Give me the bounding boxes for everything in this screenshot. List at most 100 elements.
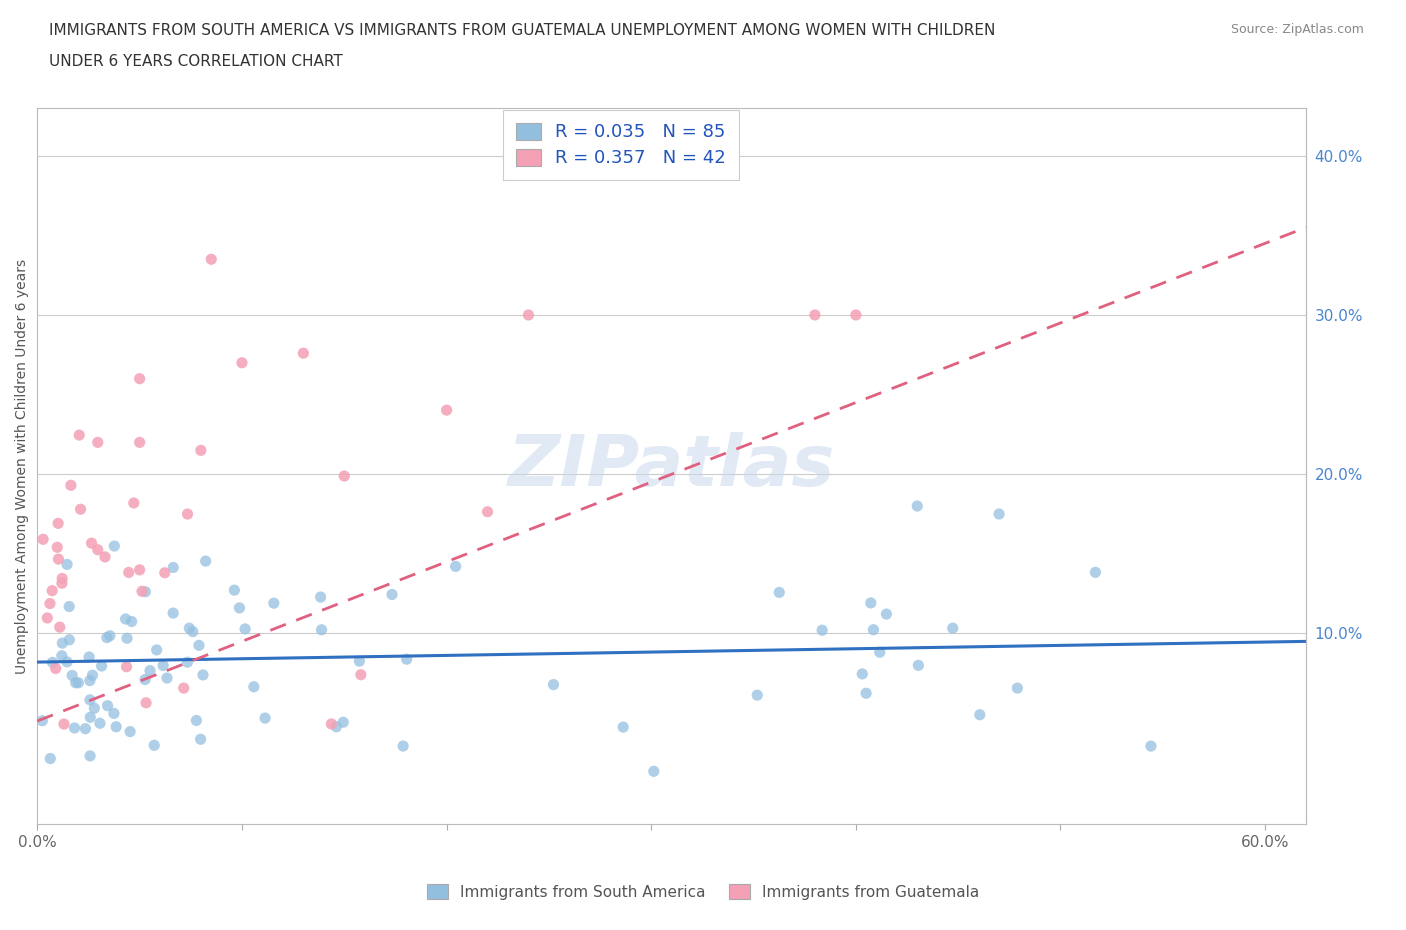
- Point: [156, 671, 179, 685]
- Point: [176, 655, 198, 670]
- Point: [869, 644, 891, 659]
- Point: [41, 583, 63, 598]
- Point: [191, 668, 214, 683]
- Point: [105, 719, 128, 734]
- Point: [173, 681, 195, 696]
- Point: [643, 764, 665, 778]
- Point: [58, 599, 80, 614]
- Y-axis label: Unemployment Among Women with Children Under 6 years: Unemployment Among Women with Children U…: [15, 259, 30, 674]
- Point: [49, 619, 72, 634]
- Point: [1084, 565, 1107, 579]
- Point: [907, 658, 929, 672]
- Point: [94, 550, 117, 565]
- Point: [381, 587, 404, 602]
- Point: [39, 751, 62, 766]
- Point: [52, 717, 75, 732]
- Point: [31, 713, 53, 728]
- Point: [859, 595, 882, 610]
- Point: [263, 596, 285, 611]
- Point: [58, 632, 80, 647]
- Point: [804, 308, 827, 323]
- Point: [82, 668, 104, 683]
- Point: [37, 610, 59, 625]
- Point: [46, 539, 69, 554]
- Point: [51, 636, 73, 651]
- Point: [349, 654, 371, 669]
- Point: [87, 542, 110, 557]
- Point: [179, 620, 201, 635]
- Point: [96, 631, 118, 645]
- Point: [200, 252, 222, 267]
- Point: [48, 551, 70, 566]
- Point: [1140, 738, 1163, 753]
- Point: [875, 606, 897, 621]
- Point: [79, 749, 101, 764]
- Point: [128, 563, 150, 578]
- Point: [988, 507, 1011, 522]
- Point: [855, 685, 877, 700]
- Point: [114, 612, 136, 627]
- Point: [79, 710, 101, 724]
- Point: [350, 668, 373, 683]
- Point: [80, 536, 103, 551]
- Point: [143, 737, 166, 752]
- Point: [134, 672, 156, 687]
- Point: [103, 538, 125, 553]
- Point: [89, 716, 111, 731]
- Point: [851, 667, 873, 682]
- Point: [224, 583, 246, 598]
- Legend: Immigrants from South America, Immigrants from Guatemala: Immigrants from South America, Immigrant…: [420, 878, 986, 906]
- Point: [862, 622, 884, 637]
- Legend: R = 0.035   N = 85, R = 0.357   N = 42: R = 0.035 N = 85, R = 0.357 N = 42: [503, 110, 738, 180]
- Point: [243, 679, 266, 694]
- Point: [118, 565, 141, 580]
- Point: [845, 308, 868, 323]
- Point: [905, 498, 928, 513]
- Point: [444, 559, 467, 574]
- Point: [190, 443, 212, 458]
- Point: [98, 629, 121, 644]
- Point: [392, 738, 415, 753]
- Point: [152, 658, 174, 673]
- Point: [75, 722, 97, 737]
- Point: [46, 516, 69, 531]
- Point: [90, 658, 112, 673]
- Point: [135, 696, 157, 711]
- Point: [128, 435, 150, 450]
- Point: [768, 585, 790, 600]
- Point: [194, 553, 217, 568]
- Point: [51, 571, 73, 586]
- Point: [45, 661, 67, 676]
- Point: [181, 624, 204, 639]
- Point: [543, 677, 565, 692]
- Point: [56, 655, 79, 670]
- Text: Source: ZipAtlas.com: Source: ZipAtlas.com: [1230, 23, 1364, 36]
- Point: [121, 614, 143, 629]
- Point: [59, 478, 82, 493]
- Text: IMMIGRANTS FROM SOUTH AMERICA VS IMMIGRANTS FROM GUATEMALA UNEMPLOYMENT AMONG WO: IMMIGRANTS FROM SOUTH AMERICA VS IMMIGRA…: [49, 23, 995, 38]
- Point: [395, 652, 418, 667]
- Point: [79, 673, 101, 688]
- Point: [69, 502, 91, 517]
- Point: [309, 590, 332, 604]
- Point: [87, 435, 110, 450]
- Point: [145, 643, 167, 658]
- Point: [612, 720, 634, 735]
- Point: [134, 584, 156, 599]
- Point: [436, 403, 458, 418]
- Point: [65, 675, 87, 690]
- Point: [115, 631, 138, 645]
- Point: [79, 693, 101, 708]
- Point: [77, 649, 100, 664]
- Point: [477, 504, 499, 519]
- Point: [41, 655, 63, 670]
- Point: [228, 601, 250, 616]
- Point: [292, 346, 315, 361]
- Point: [517, 308, 540, 323]
- Point: [60, 668, 83, 683]
- Text: ZIPatlas: ZIPatlas: [508, 432, 835, 500]
- Point: [128, 371, 150, 386]
- Point: [63, 721, 86, 736]
- Point: [131, 584, 153, 599]
- Point: [83, 701, 105, 716]
